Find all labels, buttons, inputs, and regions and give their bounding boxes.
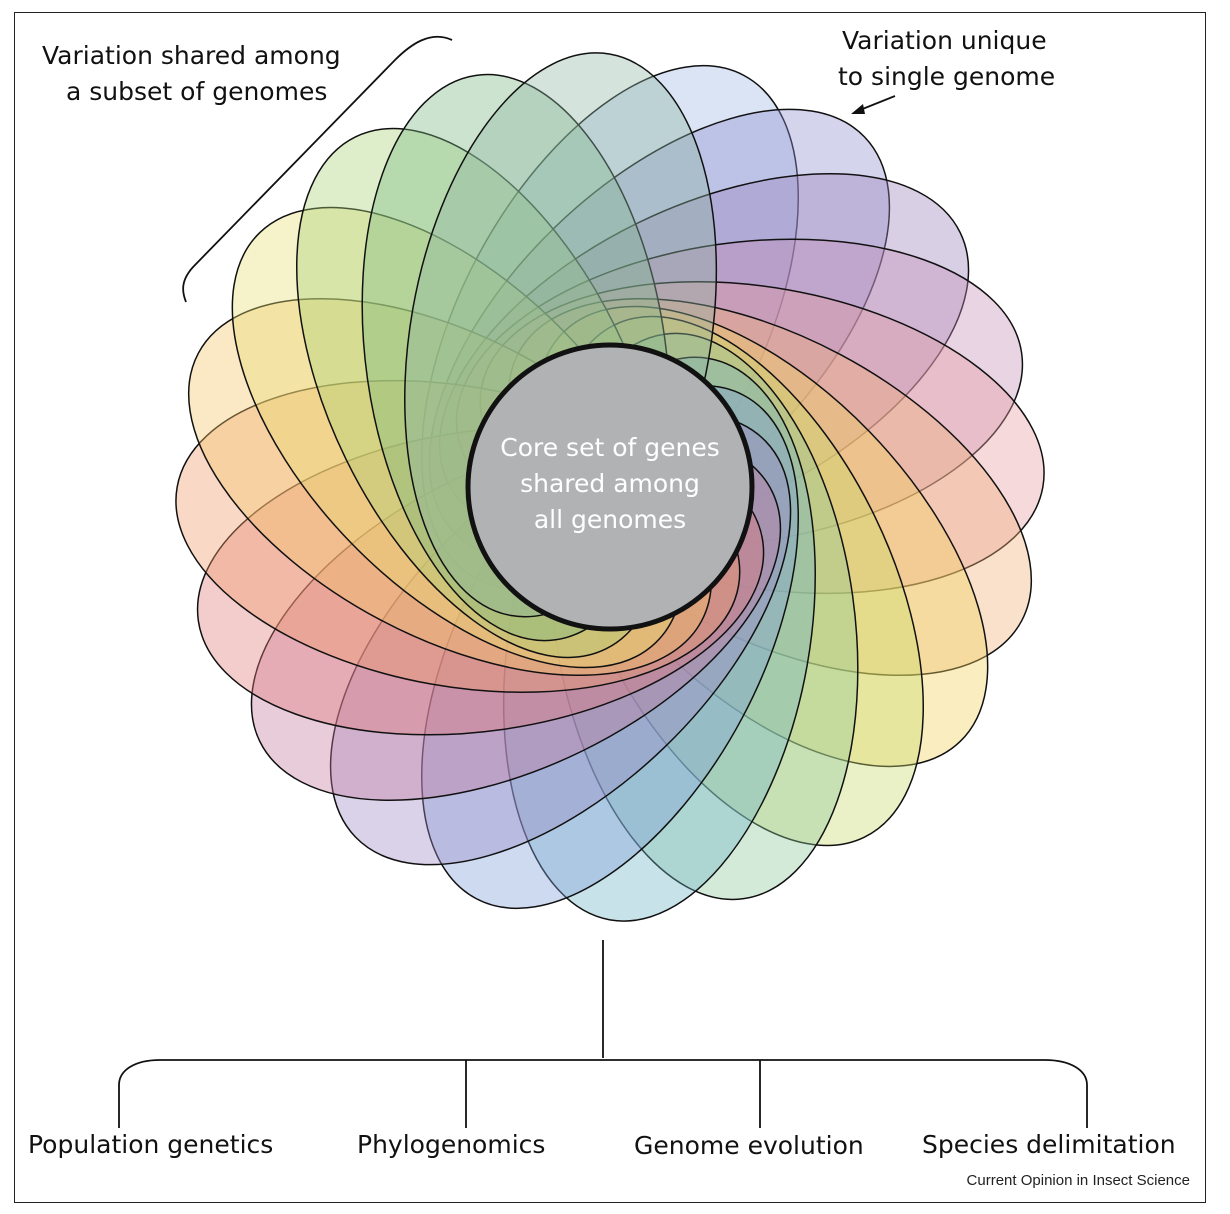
core-genome-circle xyxy=(465,342,755,632)
application-phylogenomics: Phylogenomics xyxy=(357,1130,546,1159)
core-label-line1: Core set of genes xyxy=(500,433,720,462)
core-label: Core set of genes shared among all genom… xyxy=(468,430,752,538)
application-genome-evolution: Genome evolution xyxy=(634,1131,864,1160)
core-label-line3: all genomes xyxy=(533,505,687,534)
subset-label-line1: Variation shared among xyxy=(42,41,341,70)
application-population-genetics: Population genetics xyxy=(28,1130,274,1159)
application-species-delimitation: Species delimitation xyxy=(922,1130,1176,1159)
subset-bracket xyxy=(182,35,453,303)
journal-caption: Current Opinion in Insect Science xyxy=(966,1172,1190,1189)
unique-label-line1: Variation unique xyxy=(842,26,1047,55)
unique-label-line2: to single genome xyxy=(838,62,1056,91)
subset-label-line2: a subset of genomes xyxy=(66,77,328,106)
core-label-line2: shared among xyxy=(520,469,700,498)
unique-arrow-head xyxy=(851,104,865,114)
application-bracket xyxy=(118,1059,1088,1128)
figure-frame xyxy=(14,12,1206,1203)
